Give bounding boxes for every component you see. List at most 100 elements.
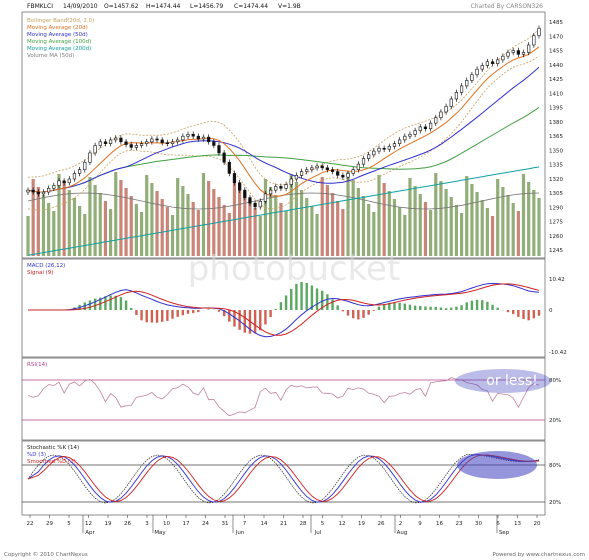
volume-bar — [222, 205, 226, 256]
price-axis-tick: 1320 — [549, 177, 563, 183]
candle-body — [181, 135, 185, 141]
candle-body — [470, 74, 474, 81]
macd-histogram-bar — [491, 304, 494, 310]
macd-histogram-bar — [398, 302, 401, 310]
volume-bar — [52, 211, 56, 256]
candle-body — [98, 141, 102, 146]
candle-body — [134, 145, 138, 148]
volume-bar — [41, 195, 46, 256]
volume-bar — [227, 213, 231, 256]
stoch-panel — [21, 440, 546, 516]
price-legend-item: Bollinger Band(20d, 2.0) — [27, 18, 94, 24]
volume-bar — [31, 179, 35, 256]
candle-body — [403, 135, 407, 141]
volume-bar — [93, 185, 97, 256]
candle-body — [398, 139, 402, 144]
stoch-legend-item: Stochastic %K (14) — [27, 445, 79, 451]
macd-histogram-bar — [532, 310, 536, 319]
low-value: L=1456.79 — [190, 3, 223, 10]
candle-body — [408, 134, 412, 137]
volume-bar — [465, 176, 469, 256]
candle-body — [434, 117, 438, 124]
x-axis-day-label: 7 — [243, 521, 247, 527]
candle-body — [124, 141, 128, 145]
volume-bar — [341, 209, 345, 256]
macd-histogram-bar — [135, 310, 138, 315]
volume-bar — [346, 172, 350, 256]
price-legend-item: Moving Average (100d) — [27, 39, 91, 45]
bollinger-upper-line — [27, 29, 540, 186]
candle-body — [57, 180, 61, 186]
macd-histogram-bar — [274, 308, 277, 310]
macd-histogram-bar — [243, 310, 246, 333]
footer-powered-by: Powered by www.chartnexus.com — [492, 552, 585, 558]
volume-bar — [274, 195, 278, 256]
volume-bar — [36, 187, 40, 256]
macd-histogram-bar — [279, 302, 283, 310]
volume-bar — [387, 191, 391, 256]
macd-histogram-bar — [109, 295, 112, 310]
volume-bar — [139, 212, 144, 256]
volume-bar — [506, 195, 510, 256]
volume-bar — [268, 187, 273, 256]
candle-body — [248, 197, 252, 204]
rsi-axis-tick: 80% — [549, 378, 561, 384]
macd-histogram-bar — [259, 310, 262, 331]
x-axis-day-label: 29 — [46, 521, 53, 527]
x-axis-day-label: 17 — [183, 521, 190, 527]
candle-body — [320, 165, 324, 169]
macd-histogram-bar — [481, 300, 484, 310]
candle-body — [377, 147, 381, 152]
volume-bar — [155, 191, 159, 256]
candle-body — [325, 167, 329, 170]
candle-body — [294, 174, 299, 180]
macd-histogram-bar — [465, 302, 468, 310]
candle-body — [418, 126, 422, 131]
volume-bar — [382, 183, 386, 256]
macd-histogram-bar — [321, 290, 324, 310]
ma20-line — [27, 46, 540, 197]
symbol-label: FBMKLCI — [27, 3, 53, 10]
candle-body — [145, 141, 149, 144]
macd-histogram-bar — [181, 310, 185, 316]
candle-body — [361, 158, 366, 165]
candle-body — [268, 189, 273, 195]
stoch-highlight-ellipse — [457, 451, 537, 479]
macd-histogram-bar — [197, 310, 200, 313]
candle-body — [52, 185, 56, 189]
macd-histogram-bar — [511, 310, 515, 315]
volume-bar — [170, 215, 175, 256]
volume-bar — [160, 199, 164, 256]
volume-bar — [299, 190, 304, 256]
price-legend-item: Moving Average (200d) — [27, 46, 91, 52]
macd-legend-item: MACD (26,12) — [27, 263, 65, 269]
volume-bar — [516, 211, 520, 256]
candle-body — [103, 141, 108, 144]
macd-histogram-bar — [300, 281, 303, 310]
chart-credit: Charted By CARSON326 — [471, 3, 544, 10]
macd-histogram-bar — [171, 310, 174, 319]
candle-body — [196, 135, 200, 140]
volume-bar — [490, 216, 495, 256]
candle-body — [465, 80, 469, 87]
candle-body — [186, 134, 190, 137]
volume-bar — [294, 182, 299, 256]
x-axis-day-label: 20 — [534, 521, 541, 527]
macd-histogram-bar — [362, 310, 365, 318]
macd-histogram-bar — [269, 310, 272, 318]
volume-bar — [207, 181, 211, 256]
macd-histogram-bar — [114, 295, 117, 310]
price-axis-tick: 1455 — [549, 49, 563, 55]
volume-bar — [78, 206, 82, 256]
price-axis-tick: 1350 — [549, 148, 563, 154]
open-value: O=1457.62 — [104, 3, 139, 10]
candle-body — [490, 61, 495, 64]
macd-histogram-bar — [413, 305, 417, 310]
x-axis-day-label: 26 — [378, 521, 385, 527]
volume-bar — [248, 200, 252, 256]
candle-body — [330, 169, 335, 172]
x-axis-day-label: 19 — [358, 521, 365, 527]
candle-body — [201, 136, 206, 140]
volume-bar — [67, 190, 71, 256]
